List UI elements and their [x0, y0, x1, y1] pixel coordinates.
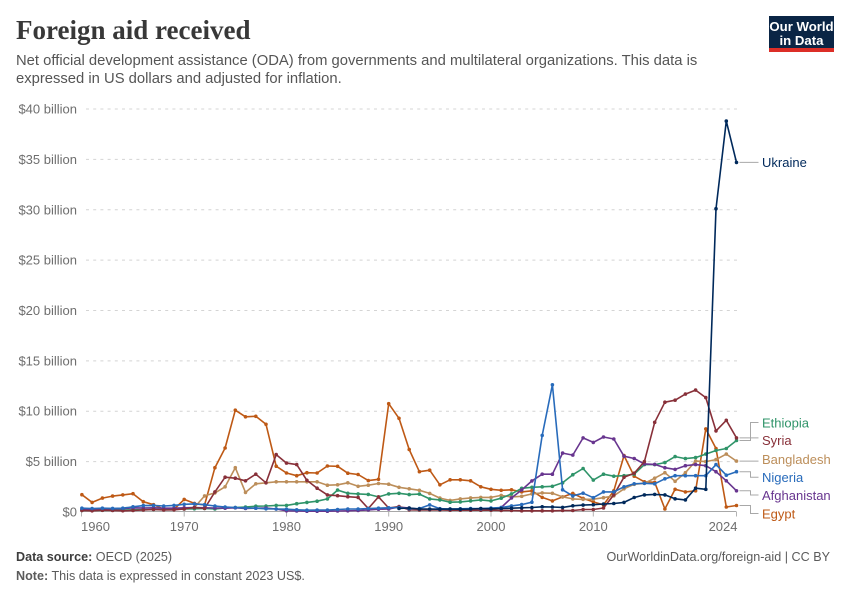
svg-text:$30 billion: $30 billion [18, 202, 77, 217]
svg-text:Ukraine: Ukraine [762, 155, 807, 170]
svg-text:Syria: Syria [762, 433, 792, 448]
svg-text:$40 billion: $40 billion [18, 102, 77, 117]
svg-text:2010: 2010 [579, 519, 608, 534]
svg-text:Nigeria: Nigeria [762, 470, 804, 485]
svg-text:$10 billion: $10 billion [18, 404, 77, 419]
svg-text:1990: 1990 [374, 519, 403, 534]
svg-text:1960: 1960 [81, 519, 110, 534]
svg-text:2024: 2024 [709, 519, 738, 534]
svg-text:$15 billion: $15 billion [18, 353, 77, 368]
svg-text:Ethiopia: Ethiopia [762, 415, 810, 430]
svg-text:$0: $0 [63, 505, 77, 520]
svg-text:$5 billion: $5 billion [26, 454, 77, 469]
svg-text:2000: 2000 [477, 519, 506, 534]
svg-text:1980: 1980 [272, 519, 301, 534]
svg-text:Afghanistan: Afghanistan [762, 488, 831, 503]
svg-text:$25 billion: $25 billion [18, 253, 77, 268]
svg-text:Egypt: Egypt [762, 506, 796, 521]
svg-text:1970: 1970 [170, 519, 199, 534]
svg-text:$20 billion: $20 billion [18, 303, 77, 318]
svg-text:$35 billion: $35 billion [18, 152, 77, 167]
svg-text:Bangladesh: Bangladesh [762, 452, 831, 467]
